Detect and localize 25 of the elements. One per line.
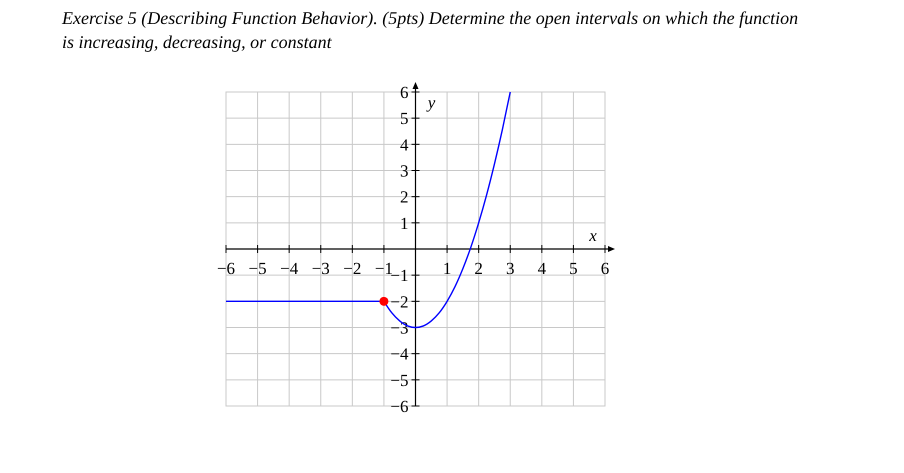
x-tick-label: 3	[506, 259, 514, 278]
y-tick-label: 5	[400, 109, 408, 128]
x-tick-label: −2	[343, 259, 362, 278]
x-tick-label: 2	[474, 259, 483, 278]
x-tick-label: 1	[442, 259, 452, 278]
y-tick-label: 1	[400, 214, 408, 233]
y-tick-label: −2	[390, 292, 408, 312]
y-tick-label: 6	[400, 83, 408, 102]
x-tick-label: −1	[374, 259, 393, 278]
x-tick-label: 4	[538, 259, 547, 278]
y-tick-label: 3	[400, 162, 408, 180]
x-tick-label: 5	[569, 259, 578, 278]
y-tick-label: −4	[390, 344, 409, 364]
y-tick-label: −6	[390, 397, 408, 416]
x-tick-label: −3	[312, 259, 330, 278]
x-tick-label: −4	[280, 259, 299, 278]
y-tick-label: −5	[390, 370, 408, 390]
x-tick-label: −6	[216, 259, 236, 278]
y-tick-label: 4	[400, 135, 409, 154]
chart-title: Exercise 5 (Describing Function Behavior). (5pts) Determine the open intervals on which the function is increasing, decreasing, or constant	[61, 8, 798, 52]
x-tick-label: −5	[248, 259, 267, 278]
x-axis-title: x	[588, 226, 598, 245]
y-axis-title: y	[426, 93, 436, 112]
x-tick-label: 6	[600, 259, 610, 278]
y-tick-label: 2	[400, 188, 408, 207]
